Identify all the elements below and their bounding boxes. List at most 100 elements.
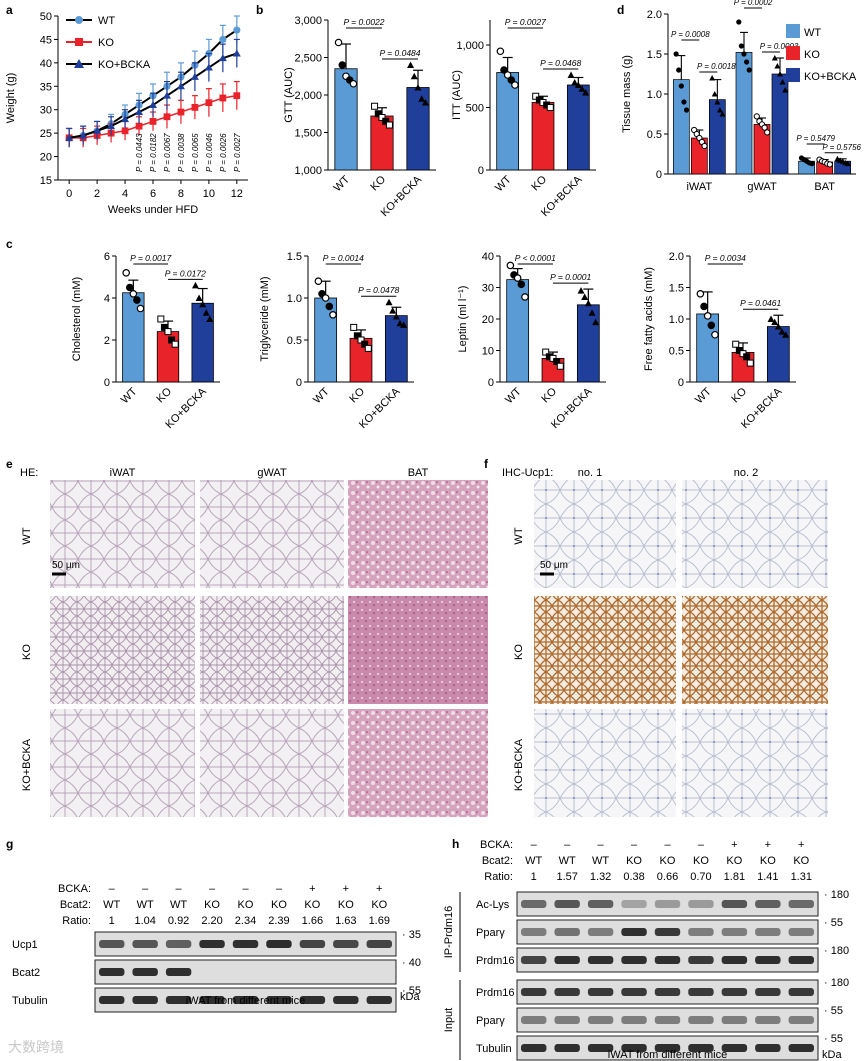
- data-point: [350, 81, 356, 87]
- blot-header-value: KO: [304, 899, 320, 911]
- x-tick-label: WT: [493, 173, 514, 194]
- blot-header-value: WT: [559, 855, 576, 867]
- p-value-label: P = 0.0026: [219, 133, 228, 172]
- blot-band: [789, 1044, 814, 1052]
- data-point: [134, 297, 140, 303]
- blot-band: [789, 956, 814, 964]
- x-tick-label: WT: [119, 385, 140, 406]
- legend-label: WT: [98, 15, 115, 27]
- blot-header-value: 0.92: [168, 915, 189, 927]
- y-tick-label: 6: [104, 251, 110, 263]
- data-point: [507, 262, 513, 268]
- data-point: [512, 82, 518, 88]
- y-tick-label: 2: [104, 335, 110, 347]
- blot-header-value: KO: [238, 899, 254, 911]
- data-point: [165, 329, 171, 335]
- x-tick-label: 6: [150, 188, 156, 200]
- blot-band: [233, 940, 258, 948]
- blot-header-value: KO: [204, 899, 220, 911]
- data-point: [205, 99, 212, 106]
- blot-band: [755, 900, 780, 908]
- data-point: [739, 43, 744, 48]
- data-point: [386, 299, 393, 306]
- blot-band: [621, 1016, 646, 1024]
- blot-band: [99, 968, 124, 976]
- p-value-label: P = 0.0008: [671, 30, 710, 39]
- p-value-label: P = 0.0443: [135, 133, 144, 172]
- blot-band: [755, 928, 780, 936]
- data-point: [585, 300, 592, 307]
- y-tick-label: 0: [656, 169, 662, 181]
- y-tick-label: 20: [482, 314, 494, 326]
- data-point: [192, 104, 199, 111]
- blot-header-label: Bcat2:: [60, 899, 91, 911]
- y-axis-label: Cholesterol (mM): [71, 277, 83, 361]
- chart-a: 15 20 25 30 35 40 45 50 0 2 4 6 8 10 12 Weeks under HFD…: [5, 11, 248, 216]
- p-value-label: P = 0.5479: [796, 134, 835, 143]
- bar: [157, 332, 178, 382]
- blot-band: [521, 956, 546, 964]
- legend-marker: [75, 16, 83, 24]
- blot-band: [755, 1044, 780, 1052]
- blot-mw-label: · 180: [824, 889, 849, 901]
- data-point: [130, 291, 136, 297]
- panel-f-row-label: KO+BCKA: [513, 738, 525, 791]
- data-point: [827, 162, 832, 167]
- p-value-label: P = 0.0001: [550, 272, 591, 282]
- blot-band: [132, 940, 157, 948]
- bar: [192, 303, 213, 382]
- panel-f-header: IHC-Ucp1:: [502, 467, 553, 479]
- data-point: [386, 122, 392, 128]
- panel-f-row-label: KO: [513, 644, 525, 660]
- data-point: [196, 295, 203, 302]
- x-tick-label: BAT: [814, 181, 835, 193]
- blot-header-value: +: [798, 839, 804, 851]
- y-tick-label: 1.0: [647, 89, 662, 101]
- y-tick-label: 500: [466, 103, 484, 115]
- histology-image: [50, 596, 195, 704]
- blot-band: [333, 996, 358, 1004]
- x-tick-label: KO: [347, 385, 367, 405]
- p-value-label: P = 0.0022: [343, 17, 384, 27]
- blot-band: [521, 928, 546, 936]
- blot-header-value: 1.81: [724, 871, 745, 883]
- bar: [567, 85, 589, 170]
- blot-band: [755, 956, 780, 964]
- blot-row-label: Ucp1: [12, 939, 38, 951]
- blot-header-value: KO: [660, 855, 676, 867]
- blots-layer: BCKA: – – – – – – + + +Bcat2: WT WT WT KO KO KO KO KO KORa…: [12, 839, 849, 1061]
- y-tick-label: 3,000: [294, 15, 322, 27]
- data-point: [233, 49, 241, 56]
- data-point: [744, 354, 750, 360]
- data-point: [137, 305, 143, 311]
- blot-header-value: KO: [271, 899, 287, 911]
- blot-band: [755, 988, 780, 996]
- blot-header-label: Ratio:: [62, 915, 91, 927]
- legend-label: KO+BCKA: [98, 59, 151, 71]
- y-tick-label: 30: [482, 283, 494, 295]
- data-point: [330, 312, 336, 318]
- histology-image: [348, 480, 488, 588]
- x-tick-label: KO: [154, 385, 174, 405]
- data-point: [411, 73, 418, 80]
- blot-group-label: Input: [443, 1008, 455, 1032]
- data-point: [747, 67, 752, 72]
- blot-row-label: Prdm16: [476, 987, 515, 999]
- bar: [577, 305, 599, 382]
- data-point: [578, 287, 585, 294]
- x-tick-label: WT: [693, 385, 714, 406]
- p-value-label: P = 0.0038: [177, 133, 186, 172]
- blot-row-label: Pparγ: [476, 1015, 505, 1027]
- blot-header-value: –: [242, 883, 249, 895]
- blot-band: [367, 940, 392, 948]
- chart-d: 00.51.01.52.0Tissue mass (g)iWATP = 0.00…: [621, 0, 862, 193]
- data-point: [339, 62, 345, 68]
- y-axis-label: GTT (AUC): [283, 67, 295, 122]
- blot-header-value: KO: [693, 855, 709, 867]
- blot-band: [655, 956, 680, 964]
- panel-e-row-label: KO: [21, 644, 33, 660]
- p-value-label: P = 0.0002: [734, 0, 773, 7]
- y-tick-label: 1,000: [456, 40, 484, 52]
